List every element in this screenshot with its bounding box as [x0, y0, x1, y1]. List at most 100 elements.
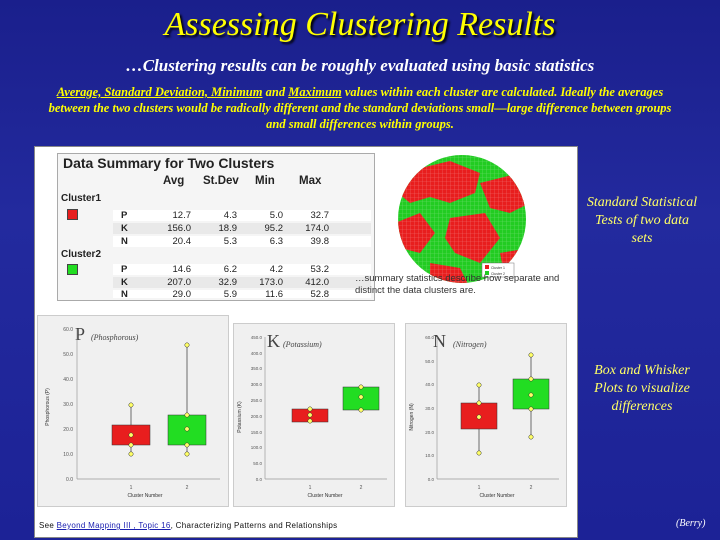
row-label: P	[121, 264, 128, 275]
tick: 50.0	[63, 352, 73, 358]
xtick: 1	[309, 485, 312, 491]
side-label-stat-tests: Standard Statistical Tests of two data s…	[586, 195, 698, 246]
summary-table: Data Summary for Two Clusters Avg St.Dev…	[57, 153, 375, 301]
box-plots: P (Phosphorous) Phosphorous (P) 60.0 50.…	[45, 324, 559, 499]
xtick: 1	[130, 485, 133, 491]
table-cell: 32.7	[310, 210, 330, 221]
row-label: P	[121, 210, 128, 221]
plot-n-name: (Nitrogen)	[453, 340, 487, 349]
plot-k-xlabel: Cluster Number	[307, 493, 342, 499]
header-avg: Avg	[163, 175, 185, 187]
table-row	[113, 290, 371, 298]
footer-reference: See Beyond Mapping III , Topic 16, Chara…	[39, 521, 337, 530]
table-cell: 6.3	[269, 236, 283, 247]
cluster-map: Cluster 1 Cluster 2	[398, 155, 526, 283]
header-min: Min	[255, 175, 275, 187]
desc-and: and	[262, 85, 289, 99]
table-cell: 207.0	[167, 277, 191, 288]
table-cell: 53.2	[310, 264, 330, 275]
tick: 0.0	[66, 477, 73, 483]
tick: 400.0	[251, 351, 263, 356]
plot-k-ylabel: Potassium (K)	[237, 401, 243, 433]
row-label: N	[121, 289, 128, 300]
row-label: K	[121, 277, 128, 288]
desc-underlined-stats: Average, Standard Deviation, Minimum	[56, 85, 263, 99]
table-cell: 18.9	[218, 223, 238, 234]
table-cell: 4.2	[269, 264, 283, 275]
tick: 60.0	[63, 327, 73, 333]
content-panel: Data Summary for Two Clusters Avg St.Dev…	[34, 146, 578, 538]
tick: 450.0	[251, 335, 263, 340]
tick: 40.0	[425, 382, 434, 387]
legend-cluster-2: Cluster 2	[491, 272, 505, 276]
table-row	[113, 264, 371, 275]
plot-n-letter: N	[433, 331, 446, 351]
table-cell: 173.0	[259, 277, 283, 288]
table-cell: 174.0	[305, 223, 329, 234]
author-credit: (Berry)	[676, 518, 706, 529]
table-cell: 20.4	[172, 236, 192, 247]
tick: 250.0	[251, 398, 263, 403]
tick: 40.0	[63, 377, 73, 383]
tick: 60.0	[425, 335, 434, 340]
cluster2-swatch	[67, 264, 78, 275]
table-cell: 5.0	[269, 210, 283, 221]
header-max: Max	[299, 175, 322, 187]
table-cell: 412.0	[305, 277, 329, 288]
footer-suffix: , Characterizing Patterns and Relationsh…	[170, 521, 338, 530]
xtick: 2	[186, 485, 189, 491]
plot-p-letter: P	[75, 324, 85, 344]
slide-description: Average, Standard Deviation, Minimum and…	[40, 84, 680, 132]
tick: 30.0	[425, 406, 434, 411]
table-row	[113, 277, 371, 288]
table-cell: 29.0	[172, 289, 192, 300]
tick: 300.0	[251, 382, 263, 387]
table-cell: 14.6	[172, 264, 192, 275]
tick: 10.0	[425, 453, 434, 458]
xtick: 2	[530, 485, 533, 491]
tick: 50.0	[425, 359, 434, 364]
plot-k-name: (Potassium)	[283, 340, 322, 349]
desc-underlined-max: Maximum	[288, 85, 342, 99]
table-cell: 52.8	[310, 289, 330, 300]
row-label: K	[121, 223, 128, 234]
tick: 200.0	[251, 414, 263, 419]
plot-phosphorous	[37, 315, 229, 507]
side-label-box-whisker: Box and Whisker Plots to visualize diffe…	[594, 363, 690, 414]
table-cell: 6.2	[223, 264, 237, 275]
table-cell: 5.9	[223, 289, 237, 300]
xtick: 1	[478, 485, 481, 491]
xtick: 2	[360, 485, 363, 491]
tick: 10.0	[63, 452, 73, 458]
tick: 0.0	[428, 477, 435, 482]
table-cell: 4.3	[223, 210, 237, 221]
plot-p-xlabel: Cluster Number	[127, 493, 162, 499]
plot-n-ylabel: Nitrogen (N)	[409, 403, 415, 431]
plot-n-xlabel: Cluster Number	[479, 493, 514, 499]
table-cell: 11.6	[265, 289, 283, 300]
tick: 350.0	[251, 366, 263, 371]
footer-link[interactable]: Beyond Mapping III , Topic 16	[56, 521, 171, 530]
table-cell: 5.3	[223, 236, 237, 247]
table-title: Data Summary for Two Clusters	[63, 155, 275, 171]
cluster1-label: Cluster1	[61, 193, 102, 204]
desc-rest: values within each cluster are calculate…	[48, 85, 672, 131]
slide-subtitle: …Clustering results can be roughly evalu…	[125, 56, 595, 75]
plot-p-ylabel: Phosphorous (P)	[45, 388, 51, 426]
tick: 150.0	[251, 430, 263, 435]
header-stdev: St.Dev	[203, 175, 239, 187]
cluster2-label: Cluster2	[61, 249, 102, 260]
tick: 20.0	[63, 427, 73, 433]
map-caption: …summary statistics describe how separat…	[355, 273, 560, 296]
legend-cluster-1: Cluster 1	[491, 266, 505, 270]
table-cell: 156.0	[167, 223, 191, 234]
row-label: N	[121, 236, 128, 247]
plot-p-name: (Phosphorous)	[91, 333, 139, 342]
table-row	[113, 236, 371, 247]
slide-title: Assessing Clustering Results	[164, 6, 556, 43]
table-row	[113, 210, 371, 221]
tick: 50.0	[253, 461, 262, 466]
tick: 20.0	[425, 430, 434, 435]
table-row	[113, 223, 371, 234]
cluster1-swatch	[67, 209, 78, 220]
